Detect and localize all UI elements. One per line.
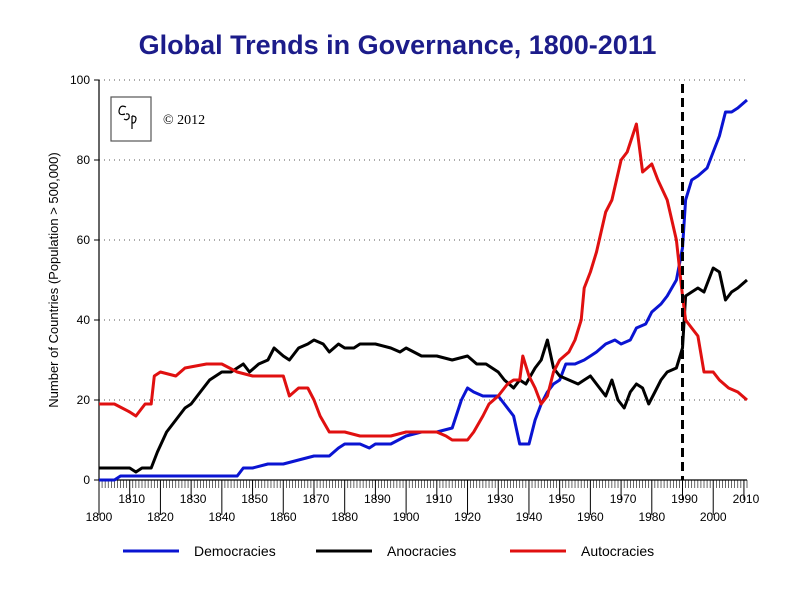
y-tick-label: 0 [83,473,90,487]
x-tick-label: 1950 [548,492,575,506]
legend-label: Democracies [194,543,276,559]
x-tick-label: 1890 [364,492,391,506]
x-tick-label: 1910 [425,492,452,506]
x-tick-label: 1850 [241,492,268,506]
copyright-text: © 2012 [163,113,205,128]
gridlines [99,79,747,401]
x-tick-label: 1840 [208,510,235,524]
axes: 0 20 40 60 80 100 1810 1830 1850 1870 1890 1910 1930… [70,73,760,524]
legend-label: Autocracies [581,543,654,559]
series-line-anocracies [99,266,748,474]
x-tick-label: 1980 [638,510,665,524]
legend-label: Anocracies [387,543,456,559]
y-tick-label: 20 [77,393,91,407]
x-tick-label: 1930 [487,492,514,506]
y-tick-label: 80 [77,153,91,167]
x-tick-label: 1970 [610,492,637,506]
y-tick-label: 100 [70,73,90,87]
series-lines [99,84,748,482]
x-tick-label: 1920 [454,510,481,524]
y-tick-label: 60 [77,233,91,247]
x-tick-label: 1810 [118,492,145,506]
x-tick-label: 1830 [180,492,207,506]
x-tick-label: 1880 [331,510,358,524]
x-tick-label: 1960 [577,510,604,524]
x-tick-label: 1800 [86,510,113,524]
x-tick-label: 1990 [671,492,698,506]
y-axis-label: Number of Countries (Population > 500,00… [46,152,61,407]
series-line-autocracies [99,122,748,442]
legend: Democracies Anocracies Autocracies [123,543,654,559]
x-tick-label: 2000 [700,510,727,524]
series-line-democracies [99,98,748,482]
y-tick-label: 40 [77,313,91,327]
x-tick-label: 2010 [733,492,760,506]
x-tick-label: 1940 [516,510,543,524]
x-tick-label: 1900 [393,510,420,524]
x-tick-label: 1860 [270,510,297,524]
x-tick-label: 1820 [147,510,174,524]
csp-logo [110,96,152,142]
x-tick-label: 1870 [303,492,330,506]
chart-title: Global Trends in Governance, 1800-2011 [138,30,657,60]
